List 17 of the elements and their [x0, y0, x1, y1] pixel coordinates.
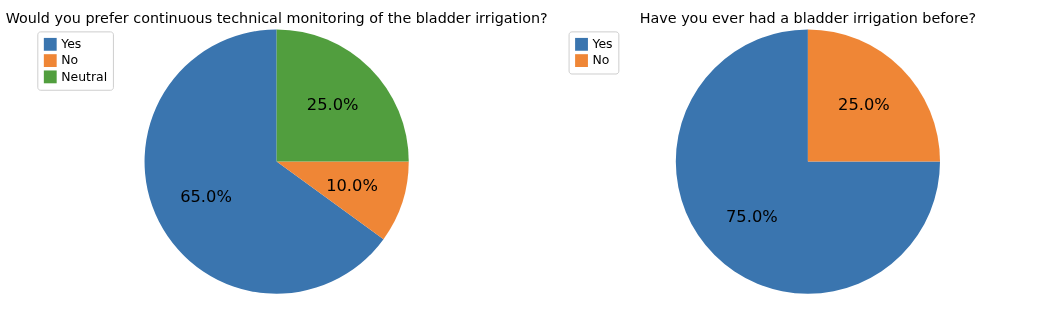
pie-slice — [807, 29, 940, 162]
legend-label: Yes — [60, 36, 82, 52]
legend-label: No — [592, 52, 610, 68]
pie-slice — [144, 29, 384, 294]
pie-slice — [675, 29, 940, 294]
legend-label: Neutral — [61, 68, 108, 84]
data-label: 25.0% — [306, 95, 359, 115]
pie-slice — [276, 161, 409, 240]
legend-label: Yes — [591, 36, 613, 52]
chart-title: Have you ever had a bladder irrigation before? — [639, 9, 977, 26]
data-label: 25.0% — [838, 95, 890, 115]
data-label: 65.0% — [180, 187, 232, 207]
legend-label: No — [61, 52, 79, 68]
pie-slice — [276, 29, 409, 162]
data-label: 10.0% — [326, 175, 378, 195]
data-label: 75.0% — [726, 207, 778, 227]
chart-title: Would you prefer continuous technical monitoring of the bladder irrigation? — [5, 9, 548, 26]
